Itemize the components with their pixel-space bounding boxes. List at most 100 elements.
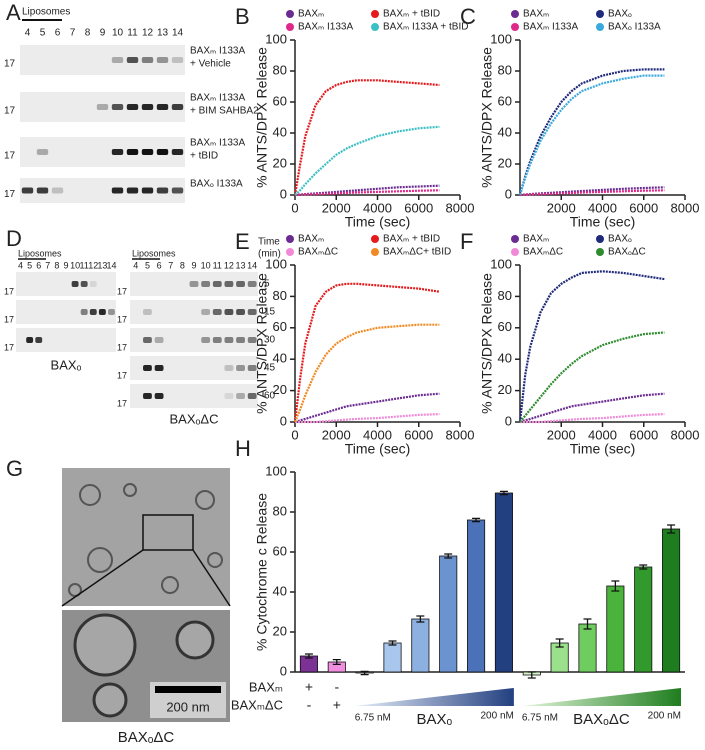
band <box>201 309 211 315</box>
x-tick-label: 0 <box>291 200 298 215</box>
legend-label: BAXₘ <box>523 9 549 20</box>
band <box>171 149 184 155</box>
band <box>156 57 169 63</box>
band <box>126 57 139 63</box>
x-tick-label: 6000 <box>629 427 658 442</box>
band <box>141 104 154 110</box>
band <box>35 337 43 343</box>
error-bar <box>611 580 620 592</box>
legend-label: BAXₒ I133A <box>608 22 661 33</box>
marker: 17 <box>117 398 127 408</box>
lane-number: 5 <box>40 28 46 39</box>
blot-caption: BAXₘ I133A <box>190 138 245 149</box>
panel-label: B <box>235 4 250 29</box>
band <box>154 365 164 371</box>
band <box>80 281 88 287</box>
error-bar <box>527 671 536 679</box>
series-line <box>518 68 665 196</box>
band <box>236 281 245 287</box>
band <box>224 309 234 315</box>
y-tick-label: 60 <box>498 319 512 334</box>
time-value: 5 <box>264 279 270 290</box>
series-line <box>520 413 665 424</box>
time-header: (min) <box>258 249 281 260</box>
y-tick-label: 40 <box>498 124 512 139</box>
time-value: 60 <box>264 391 276 402</box>
legend-label: BAXₘ + tBID <box>383 9 440 20</box>
band <box>143 309 152 315</box>
legend-label: BAXₘ <box>523 234 549 245</box>
band <box>247 365 257 371</box>
legend-swatch <box>511 23 519 31</box>
lane-number: 8 <box>180 260 185 270</box>
lane-number: 4 <box>25 28 31 39</box>
error-bar <box>360 670 369 676</box>
bar <box>662 528 681 673</box>
band <box>171 187 184 194</box>
panel-label: G <box>6 456 23 481</box>
band <box>89 309 97 315</box>
marker: 17 <box>117 286 127 296</box>
lane-number: 4 <box>133 260 138 270</box>
error-bar <box>416 615 425 623</box>
band <box>247 281 257 287</box>
lane-number: 10 <box>70 260 80 270</box>
legend-swatch <box>371 235 379 243</box>
band <box>111 57 124 63</box>
blot-caption: BAXₘ I133A <box>190 46 245 57</box>
error-bar <box>667 524 676 534</box>
lane-number: 14 <box>106 260 116 270</box>
blot-caption: BAXₘ I133A <box>190 93 245 104</box>
scale-label: 200 nm <box>166 699 209 714</box>
blot-caption: BAXₒ <box>51 357 82 372</box>
band <box>201 281 211 287</box>
legend-swatch <box>596 10 604 18</box>
band <box>236 309 245 315</box>
bar <box>411 618 430 673</box>
marker: 17 <box>4 59 16 70</box>
x-tick-label: 4000 <box>363 200 392 215</box>
legend-label: BAXₘΔC <box>523 247 563 258</box>
x-tick-label: 6000 <box>629 200 658 215</box>
lane-number: 12 <box>88 260 98 270</box>
y-tick-label: 100 <box>490 256 512 271</box>
band <box>141 149 154 155</box>
series-line <box>294 392 440 424</box>
blot-caption: + BIM SAHBA2 <box>190 106 259 117</box>
series-line <box>518 270 665 423</box>
y-tick-label: 20 <box>273 155 287 170</box>
lane-number: 7 <box>70 28 76 39</box>
legend-swatch <box>596 248 604 256</box>
concentration-wedge <box>354 688 514 706</box>
time-value: 15 <box>264 307 276 318</box>
lane-header: Liposomes <box>18 248 62 258</box>
lane-number: 9 <box>63 260 68 270</box>
bar <box>467 519 486 673</box>
legend-label: BAXₘ <box>298 9 324 20</box>
y-tick-label: 100 <box>265 463 287 478</box>
time-value: 30 <box>264 335 276 346</box>
condition-label: BAXₘΔC <box>231 697 283 712</box>
y-tick-label: 40 <box>273 583 287 598</box>
legend-label: BAXₘ + tBID <box>383 234 440 245</box>
band <box>21 187 34 194</box>
y-tick-label: 20 <box>498 155 512 170</box>
lane-number: 13 <box>157 28 169 39</box>
y-tick-label: 20 <box>273 623 287 638</box>
y-tick-label: 80 <box>498 62 512 77</box>
series-line <box>294 125 440 196</box>
lane-number: 11 <box>213 260 222 270</box>
y-tick-label: 40 <box>273 124 287 139</box>
lane-number: 8 <box>85 28 91 39</box>
x-tick-label: 8000 <box>671 427 700 442</box>
y-tick-label: 100 <box>490 31 512 46</box>
lane-number: 5 <box>145 260 150 270</box>
lane-number: 11 <box>80 260 89 270</box>
panel-label: C <box>460 4 476 29</box>
lane-header: Liposomes <box>22 7 70 18</box>
y-tick-label: 60 <box>273 93 287 108</box>
y-tick-label: 100 <box>265 256 287 271</box>
lane-number: 12 <box>142 28 154 39</box>
panel-label: E <box>235 229 250 254</box>
x-axis-title: Time (sec) <box>345 441 411 457</box>
